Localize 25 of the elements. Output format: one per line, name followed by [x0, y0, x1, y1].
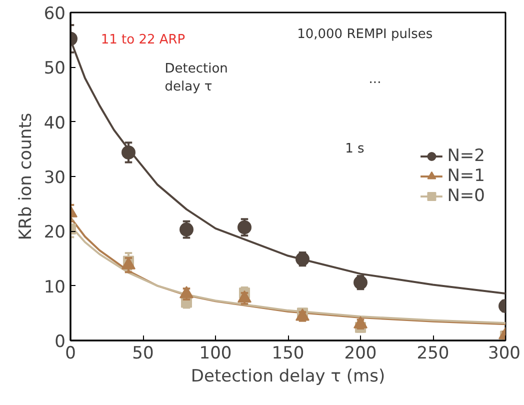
x-tick-label: 150 — [272, 344, 304, 364]
legend-label: N=1 — [447, 166, 485, 186]
point — [122, 145, 136, 160]
x-tick-label: 50 — [132, 344, 154, 364]
x-tick-label: 100 — [199, 344, 232, 364]
x-tick-label: 200 — [344, 344, 377, 364]
y-tick-label: 20 — [44, 222, 66, 243]
annotation: 10,000 REMPI pulses — [297, 26, 433, 42]
point — [180, 222, 194, 237]
y-tick-label: 30 — [44, 168, 66, 188]
y-axis-title: KRb ion counts — [16, 112, 36, 240]
y-tick-label: 60 — [44, 4, 66, 24]
annotation: 11 to 22 ARP — [100, 32, 186, 48]
y-tick-label: 50 — [44, 58, 66, 79]
annotation: 1 s — [345, 142, 365, 157]
y-tick-label: 10 — [44, 277, 66, 298]
x-tick-label: 250 — [416, 344, 450, 364]
legend-label: N=2 — [447, 146, 485, 166]
point — [238, 220, 252, 234]
x-tick-label: 300 — [488, 344, 521, 364]
y-tick-label: 40 — [44, 113, 66, 134]
annotation: ... — [368, 72, 382, 88]
x-axis-title: Detection delay τ (ms) — [190, 366, 386, 386]
legend-label: N=0 — [447, 186, 485, 206]
annotation: Detection delay τ — [164, 62, 228, 95]
